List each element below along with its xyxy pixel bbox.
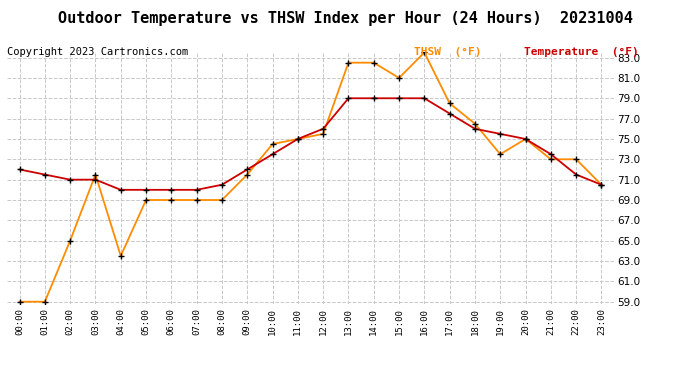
Text: Temperature  (°F): Temperature (°F) (524, 47, 639, 57)
Text: THSW  (°F): THSW (°F) (414, 47, 482, 57)
Text: Copyright 2023 Cartronics.com: Copyright 2023 Cartronics.com (7, 47, 188, 57)
Text: Outdoor Temperature vs THSW Index per Hour (24 Hours)  20231004: Outdoor Temperature vs THSW Index per Ho… (57, 11, 633, 26)
